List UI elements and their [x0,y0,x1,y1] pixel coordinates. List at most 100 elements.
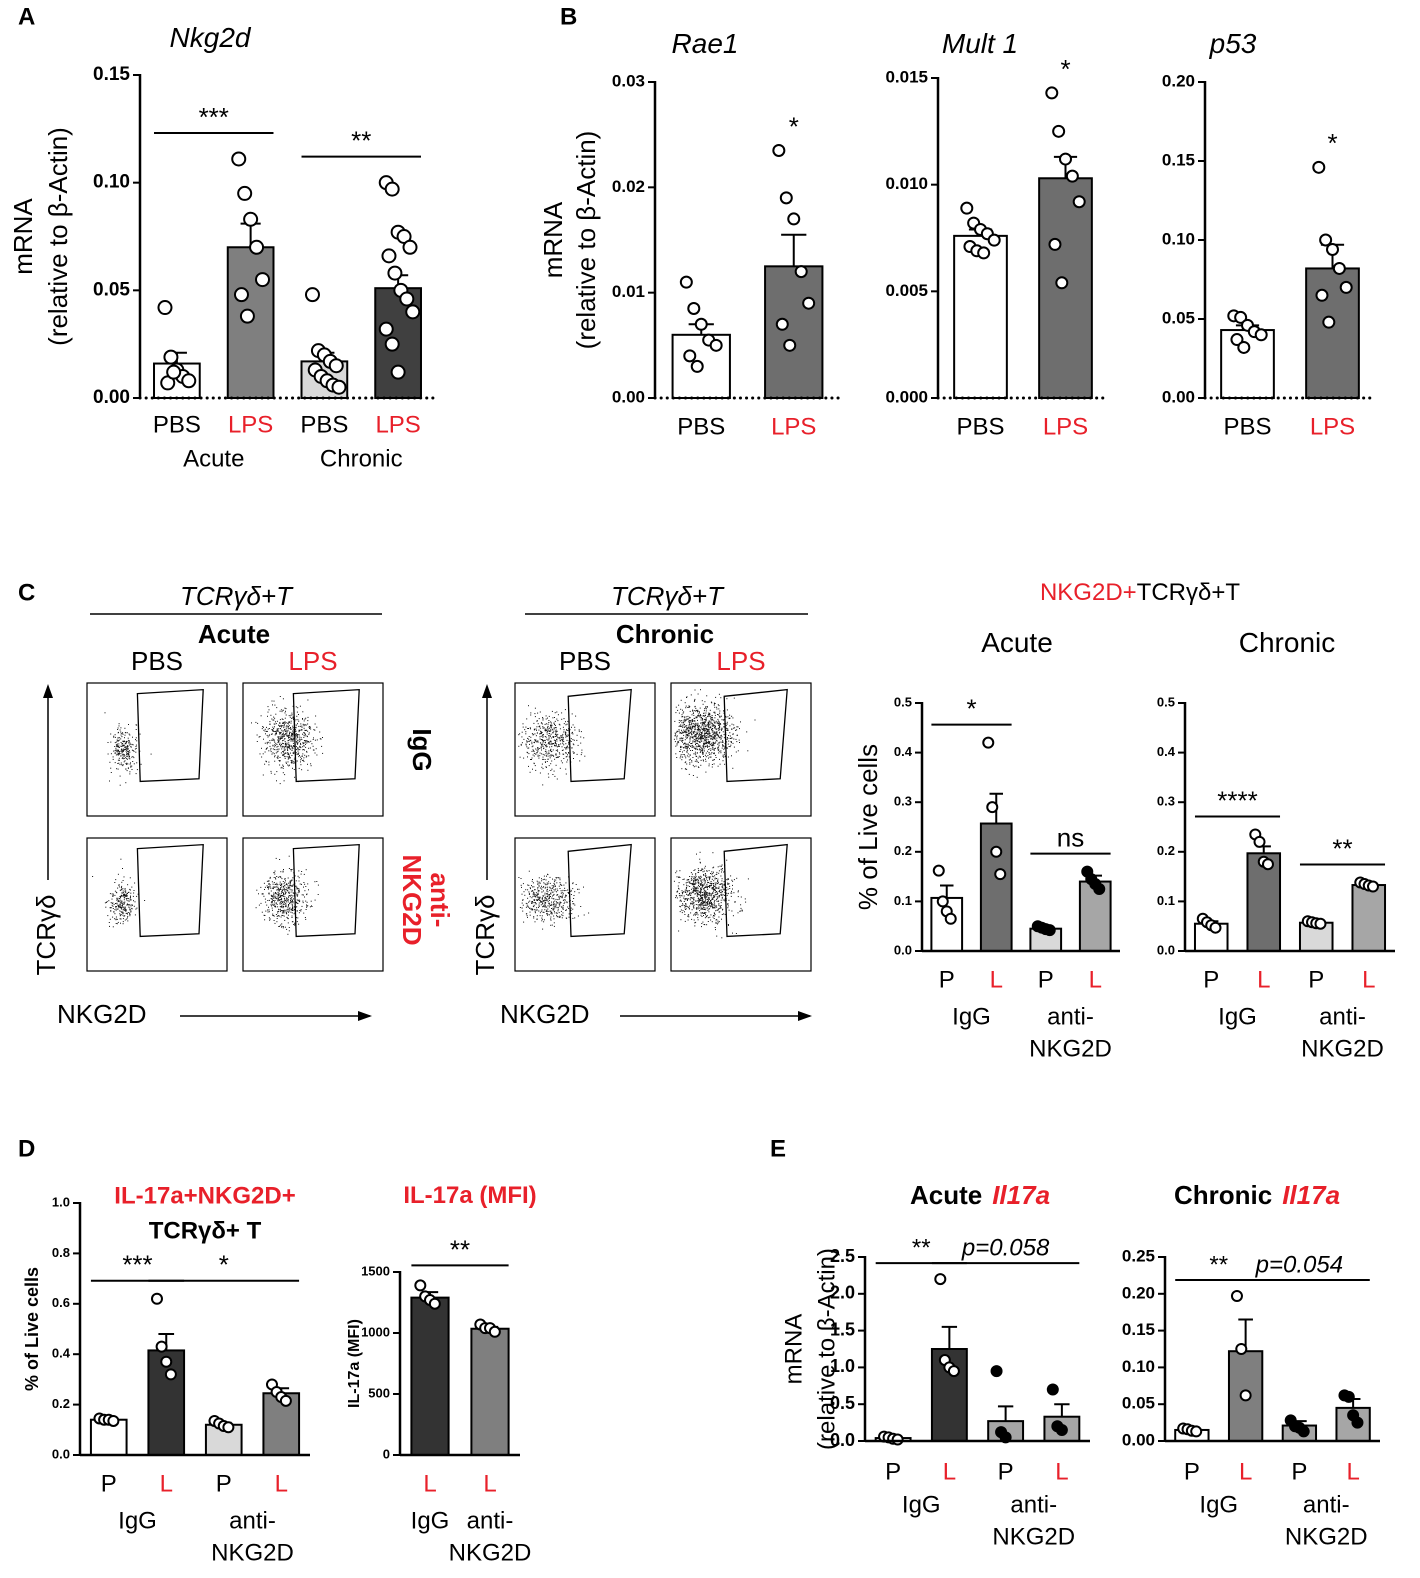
flow-event [716,919,718,921]
flow-event [314,723,316,725]
flow-event [706,735,708,736]
flow-event [548,738,550,740]
flow-event [534,899,536,901]
flow-event [305,918,307,920]
flow-event [702,749,704,751]
flow-event [286,890,288,891]
flow-event [541,888,543,890]
flow-event [708,712,710,714]
flow-event [538,890,540,892]
flow-event [271,700,273,702]
flow-event [129,740,130,742]
y-tick-label: 500 [368,1385,390,1400]
flow-event [269,877,271,879]
flow-event [272,914,274,916]
flow-event [697,868,699,870]
flow-event [710,905,712,907]
flow-event [678,894,680,896]
flow-event [542,768,544,770]
flow-event [736,729,738,731]
flow-event [711,766,713,768]
flow-event [727,878,729,880]
flow-event [554,900,556,902]
flow-event [276,884,278,886]
flow-event [135,773,137,775]
flow-event [697,740,699,742]
flow-event [275,749,277,751]
flow-event [289,891,291,893]
flow-event [115,750,117,752]
flow-event [576,734,578,736]
flow-event [276,918,278,919]
flow-event [541,901,543,903]
flow-event [296,733,298,735]
flow-event [687,747,688,749]
flow-event [291,904,293,906]
flow-event [285,902,287,904]
flow-event [110,910,112,912]
flow-event [521,886,522,888]
flow-event [721,895,723,896]
flow-event [530,736,532,738]
flow-event [296,711,298,713]
flow-event [702,722,704,724]
flow-event [526,905,528,907]
flow-event [278,740,280,742]
flow-event [692,721,694,723]
flow-event [686,696,688,698]
flow-event [561,917,563,919]
flow-event [272,748,274,750]
flow-event [307,769,309,771]
flow-event [283,754,285,756]
flow-event [273,716,275,718]
flow-event [553,882,555,884]
flow-event [683,747,684,749]
flow-event [711,921,713,923]
flow-event [270,747,272,749]
flow-event [721,729,722,731]
flow-event [115,909,117,911]
flow-event [278,909,280,911]
flow-event [732,932,733,934]
flow-event [288,734,289,736]
flow-gate [136,688,204,783]
flow-event [549,744,551,745]
flow-event [691,876,693,878]
flow-event [680,754,682,756]
flow-event [712,733,714,735]
flow-event [118,762,120,764]
flow-event [278,748,280,750]
flow-event [678,882,680,884]
flow-event [701,898,703,900]
flow-event [118,739,120,741]
flow-event [551,724,553,726]
flow-event [717,735,719,737]
flow-event [285,884,287,885]
flow-event [716,878,717,879]
flow-event [695,739,697,741]
flow-event [701,728,703,730]
flow-event [572,751,574,753]
flow-event [544,740,546,742]
flow-event [521,902,523,904]
flow-event [125,895,127,897]
flow-event [706,729,708,731]
flow-event [695,736,697,738]
flow-event [522,904,524,906]
flow-event [286,884,288,886]
flow-event [540,747,542,749]
flow-event [271,898,273,900]
flow-event [533,892,535,894]
flow-event [687,715,689,717]
flow-event [268,917,270,919]
flow-event [711,735,713,737]
flow-events [92,858,146,928]
flow-event [554,745,555,746]
flow-event [289,721,291,723]
flow-event [565,743,567,745]
flow-event [699,716,701,718]
flow-event [128,906,130,908]
group-label: NKG2D [1029,1035,1112,1062]
flow-event [290,900,292,902]
flow-event [698,871,700,873]
